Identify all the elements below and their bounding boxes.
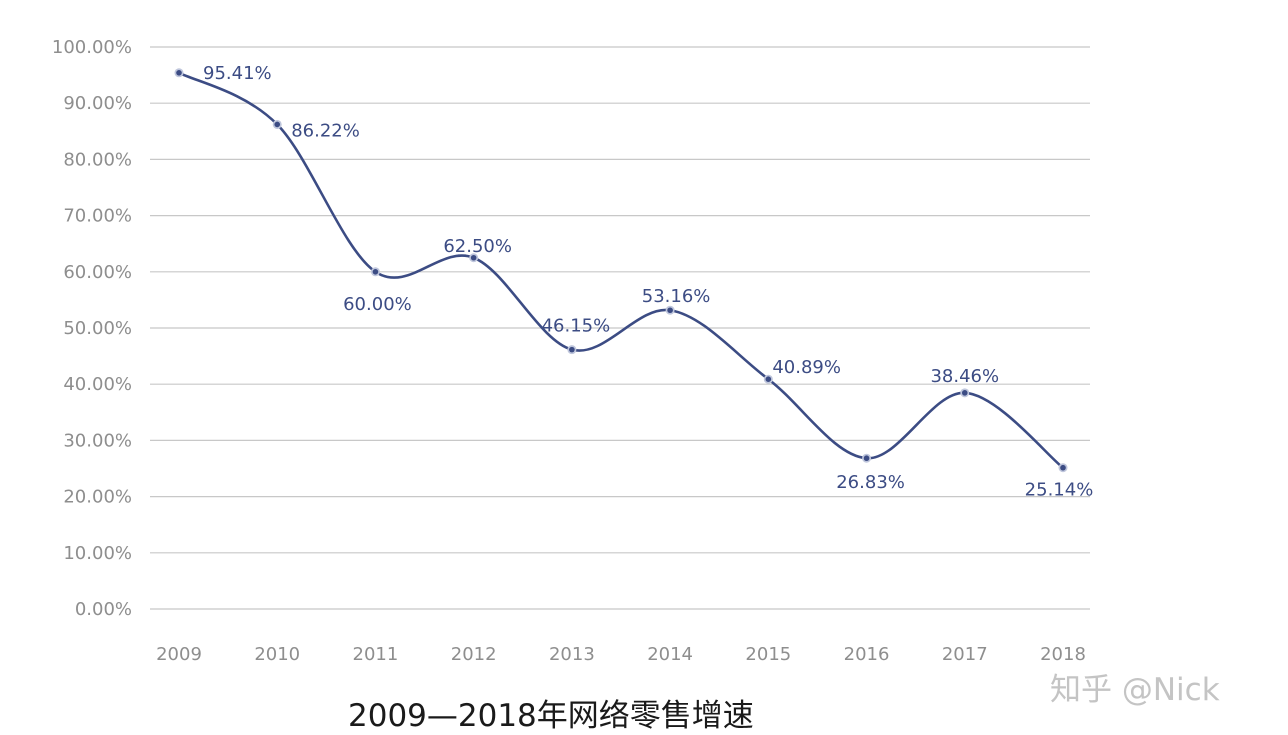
data-points	[174, 68, 1068, 473]
data-label: 25.14%	[1025, 480, 1094, 501]
data-label: 62.50%	[443, 236, 512, 257]
x-tick-label: 2014	[647, 644, 693, 665]
watermark: 知乎 @Nick	[1050, 672, 1220, 708]
x-tick-label: 2012	[451, 644, 497, 665]
y-tick-label: 30.00%	[63, 430, 132, 451]
data-point	[765, 376, 772, 382]
y-tick-label: 60.00%	[63, 262, 132, 283]
data-label: 38.46%	[930, 366, 999, 387]
data-labels: 95.41% 86.22% 60.00% 62.50% 46.15% 53.16% 40.8…	[203, 63, 1093, 501]
y-tick-label: 50.00%	[63, 318, 132, 339]
data-label: 26.83%	[836, 472, 905, 493]
data-point	[274, 121, 281, 128]
x-tick-label: 2010	[254, 644, 300, 665]
x-tick-label: 2011	[353, 644, 399, 665]
data-label: 60.00%	[343, 294, 412, 315]
chart-caption: 2009—2018年网络零售增速	[348, 698, 754, 734]
y-tick-label: 70.00%	[63, 206, 132, 227]
data-point	[667, 307, 673, 314]
data-point	[569, 346, 575, 353]
y-tick-label: 80.00%	[63, 149, 132, 170]
x-tick-label: 2015	[745, 644, 791, 665]
data-point	[176, 69, 182, 76]
series-line-group	[177, 71, 1065, 470]
x-tick-label: 2017	[942, 644, 988, 665]
series-line	[177, 71, 1065, 470]
y-tick-label: 90.00%	[63, 93, 132, 114]
y-tick-label: 0.00%	[75, 599, 132, 620]
data-label: 46.15%	[542, 316, 611, 337]
y-tick-label: 100.00%	[52, 37, 132, 58]
data-point	[372, 269, 379, 275]
y-axis-ticks: 0.00% 10.00% 20.00% 30.00% 40.00% 50.00% 60.00…	[52, 37, 132, 620]
x-tick-label: 2016	[844, 644, 890, 665]
y-tick-label: 40.00%	[63, 374, 132, 395]
x-tick-label: 2013	[549, 644, 595, 665]
data-label: 95.41%	[203, 63, 272, 84]
data-label: 86.22%	[291, 120, 360, 141]
y-tick-label: 20.00%	[63, 487, 132, 508]
x-axis-ticks: 2009 2010 2011 2012 2013 2014 2015 2016 2017 2018	[156, 644, 1086, 665]
x-tick-label: 2009	[156, 644, 202, 665]
data-point	[961, 390, 968, 396]
data-point	[1060, 464, 1066, 471]
data-point	[470, 254, 477, 261]
data-label: 40.89%	[772, 357, 841, 378]
gridlines	[150, 46, 1090, 610]
data-label: 53.16%	[642, 286, 711, 307]
y-tick-label: 10.00%	[63, 543, 132, 564]
x-tick-label: 2018	[1040, 644, 1086, 665]
data-point	[863, 455, 870, 462]
